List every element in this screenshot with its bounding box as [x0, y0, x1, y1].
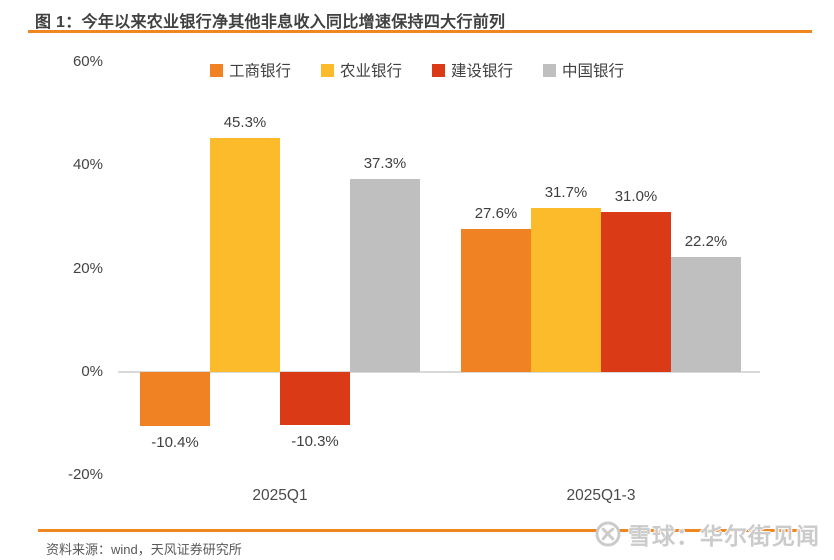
zero-axis-line [118, 371, 760, 373]
category-label: 2025Q1 [252, 487, 308, 504]
legend-item-icbc: 工商银行 [209, 59, 291, 81]
bar-ccb-0 [280, 372, 350, 426]
legend-label: 工商银行 [228, 63, 291, 80]
bar-value-label: 45.3% [223, 113, 267, 131]
legend-item-boc: 中国银行 [543, 59, 624, 81]
bar-ccb-1 [601, 211, 671, 372]
bar-abc-0 [210, 137, 280, 372]
legend-swatch [543, 63, 557, 77]
y-axis-tick-label: 20% [72, 259, 103, 277]
bar-boc-1 [671, 257, 741, 372]
bar-value-label: 31.0% [614, 187, 658, 205]
legend-label: 中国银行 [562, 63, 625, 80]
legend-swatch [320, 63, 334, 77]
legend-swatch [432, 63, 445, 77]
bar-value-label: -10.3% [291, 433, 339, 451]
bar-abc-1 [531, 208, 601, 372]
category-label: 2025Q1-3 [566, 487, 636, 504]
legend-label: 农业银行 [339, 63, 402, 80]
legend-item-abc: 农业银行 [320, 59, 402, 81]
legend-item-ccb: 建设银行 [432, 59, 513, 81]
y-axis-tick-label: 40% [72, 156, 103, 174]
title-divider [28, 30, 812, 33]
y-axis-tick-label: 60% [72, 52, 103, 70]
bar-value-label: -10.4% [151, 433, 199, 451]
bar-value-label: 27.6% [474, 205, 518, 223]
y-axis-tick-label: -20% [67, 466, 103, 484]
watermark: 雪球：华尔街见闻 [594, 517, 820, 551]
bar-icbc-1 [461, 229, 531, 372]
figure-title: 图 1：今年以来农业银行净其他非息收入同比增速保持四大行前列 [35, 14, 506, 31]
watermark-text: 雪球：华尔街见闻 [628, 523, 820, 549]
chart-legend: 工商银行 农业银行 建设银行 中国银行 [0, 59, 834, 81]
legend-label: 建设银行 [451, 63, 514, 80]
bar-boc-0 [350, 179, 420, 372]
source-note: 资料来源：wind，天风证券研究所 [46, 542, 242, 557]
bar-icbc-0 [140, 372, 210, 426]
bar-value-label: 22.2% [684, 233, 728, 251]
footer-divider [38, 529, 812, 532]
bar-value-label: 31.7% [544, 184, 588, 202]
legend-swatch [209, 63, 223, 77]
y-axis-tick-label: 0% [81, 363, 103, 380]
bar-value-label: 37.3% [363, 155, 407, 173]
xueqiu-logo-icon [595, 521, 621, 547]
